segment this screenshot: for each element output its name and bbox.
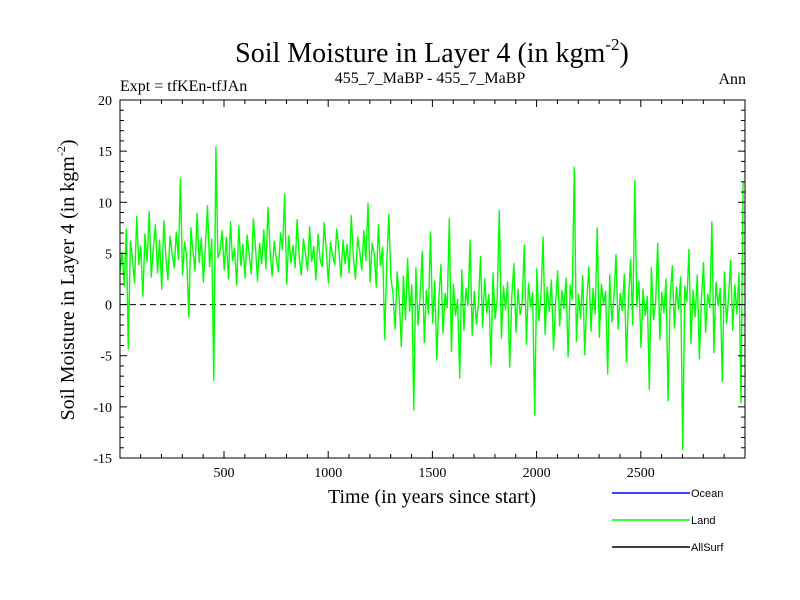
x-axis-label: Time (in years since start): [328, 486, 536, 508]
axes: -15 -10 -5 0 5 10 15 20 500 1000 1500 2000 2500: [93, 94, 746, 481]
x-tick-label: 1000: [314, 466, 342, 481]
y-tick-label: 0: [105, 299, 112, 314]
y-tick-label: 20: [98, 94, 112, 109]
legend-label-allsurf: AllSurf: [691, 542, 724, 554]
subtitle-right: Ann: [718, 71, 746, 88]
subtitle-center: 455_7_MaBP - 455_7_MaBP: [335, 70, 526, 87]
subtitle-left: Expt = tfKEn-tfJAn: [120, 78, 247, 95]
x-tick-label: 2500: [627, 466, 655, 481]
legend-label-land: Land: [691, 515, 715, 527]
y-tick-label: 15: [98, 145, 112, 160]
chart-title: Soil Moisture in Layer 4 (in kgm-2): [235, 35, 629, 69]
legend-label-ocean: Ocean: [691, 488, 723, 500]
x-tick-label: 500: [213, 466, 234, 481]
series-line-land: [119, 146, 744, 451]
legend: Ocean Land AllSurf: [612, 488, 724, 554]
y-tick-label: -15: [93, 452, 112, 467]
y-tick-label: 10: [98, 196, 112, 211]
x-tick-label: 2000: [523, 466, 551, 481]
y-tick-label: -5: [100, 350, 112, 365]
y-tick-label: 5: [105, 247, 112, 262]
y-axis-label: Soil Moisture in Layer 4 (in kgm-2): [54, 139, 79, 420]
y-tick-label: -10: [93, 401, 112, 416]
series-layer: [119, 146, 744, 451]
x-tick-label: 1500: [418, 466, 446, 481]
